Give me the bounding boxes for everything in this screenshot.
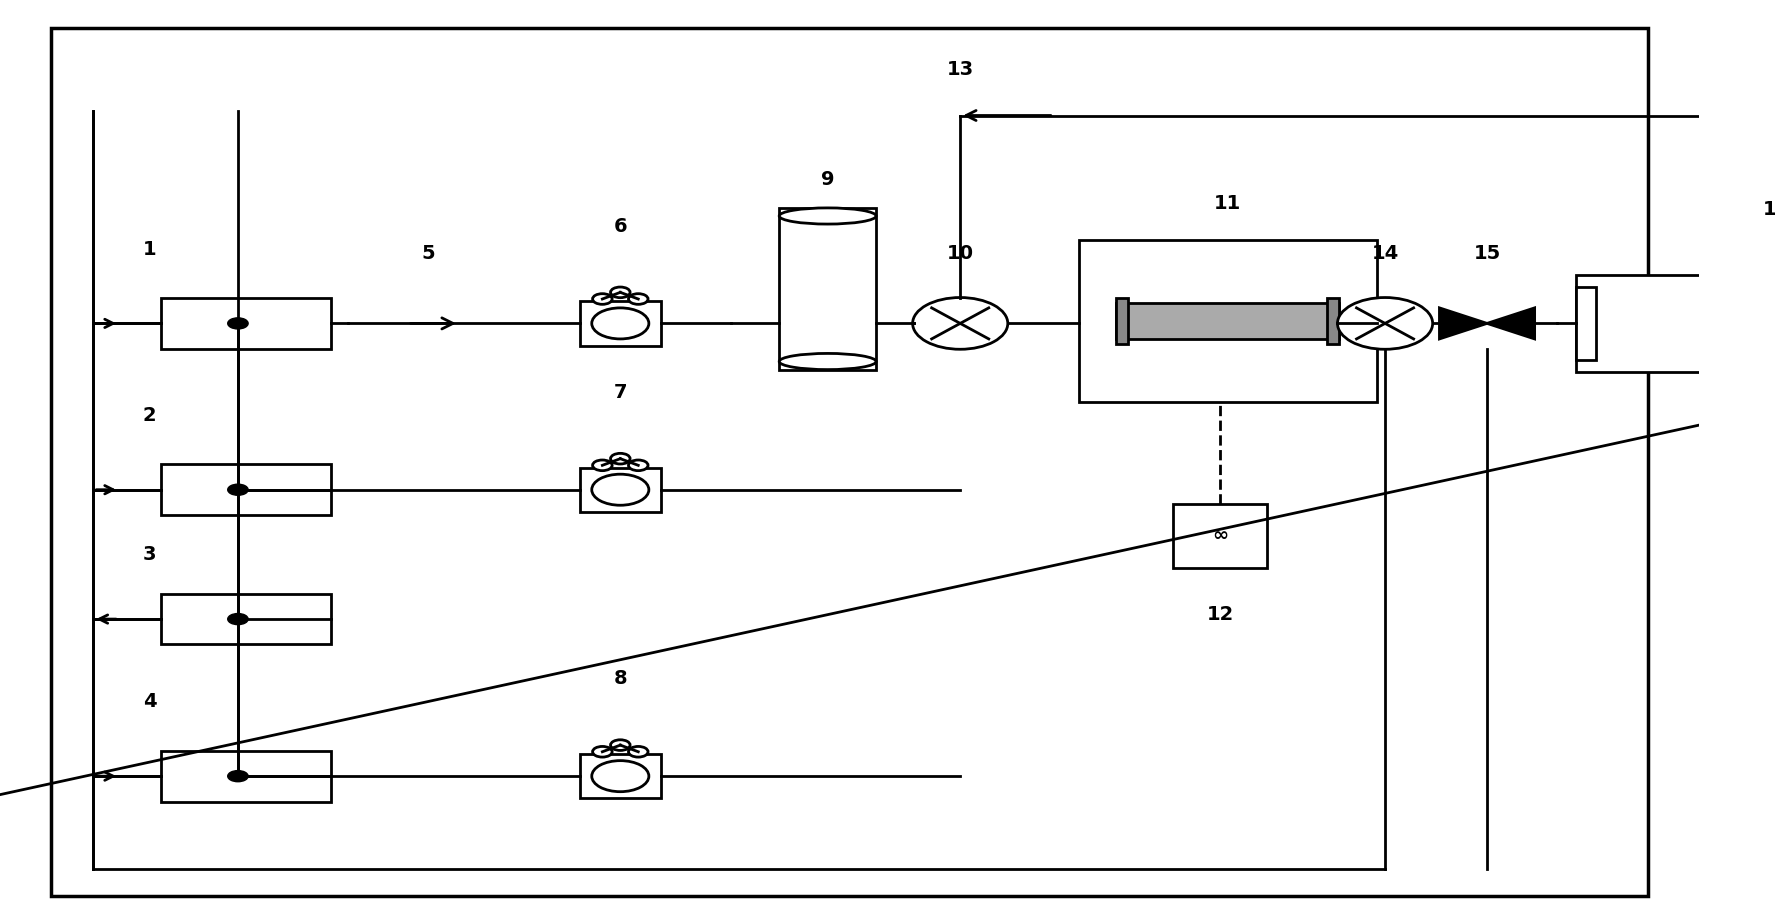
Bar	[1576, 287, 1596, 359]
Ellipse shape	[779, 208, 877, 225]
Bar	[162, 594, 332, 645]
Bar	[162, 750, 332, 801]
Ellipse shape	[779, 353, 877, 370]
Bar	[1173, 504, 1267, 568]
Circle shape	[227, 771, 249, 782]
Polygon shape	[1440, 308, 1487, 339]
Text: 2: 2	[142, 406, 156, 425]
Circle shape	[611, 454, 630, 464]
Bar	[579, 301, 660, 346]
Circle shape	[591, 760, 650, 792]
Text: 10: 10	[946, 244, 974, 263]
Bar	[1079, 240, 1377, 402]
Bar	[1576, 275, 1775, 371]
Text: 12: 12	[1207, 605, 1234, 625]
Text: 9: 9	[820, 170, 834, 189]
Circle shape	[611, 287, 630, 298]
Circle shape	[591, 308, 650, 339]
Circle shape	[912, 298, 1008, 349]
Bar	[162, 465, 332, 516]
Circle shape	[1338, 298, 1432, 349]
Circle shape	[628, 460, 648, 470]
Bar	[579, 754, 660, 798]
Text: 6: 6	[614, 216, 627, 236]
Text: 7: 7	[614, 383, 627, 402]
Text: 16: 16	[1763, 201, 1775, 220]
Circle shape	[227, 614, 249, 625]
Circle shape	[628, 747, 648, 757]
Circle shape	[227, 484, 249, 495]
Circle shape	[593, 460, 612, 470]
Text: 8: 8	[614, 669, 627, 688]
Text: ∞: ∞	[1212, 527, 1228, 545]
Bar	[1116, 298, 1129, 345]
Text: 15: 15	[1473, 244, 1500, 263]
Circle shape	[593, 747, 612, 757]
Circle shape	[591, 474, 650, 505]
Circle shape	[593, 294, 612, 304]
Text: 1: 1	[142, 239, 156, 259]
Text: 5: 5	[421, 244, 435, 263]
Circle shape	[628, 294, 648, 304]
Text: 13: 13	[946, 59, 974, 79]
Text: 3: 3	[142, 544, 156, 564]
Text: 14: 14	[1372, 244, 1399, 263]
Bar	[579, 468, 660, 512]
Bar	[1328, 298, 1340, 345]
Bar	[1116, 303, 1340, 339]
Circle shape	[611, 740, 630, 750]
Polygon shape	[1487, 308, 1535, 339]
Text: 4: 4	[142, 692, 156, 711]
Bar	[162, 298, 332, 348]
Circle shape	[227, 318, 249, 329]
Text: 11: 11	[1214, 193, 1241, 213]
Bar	[779, 208, 877, 370]
